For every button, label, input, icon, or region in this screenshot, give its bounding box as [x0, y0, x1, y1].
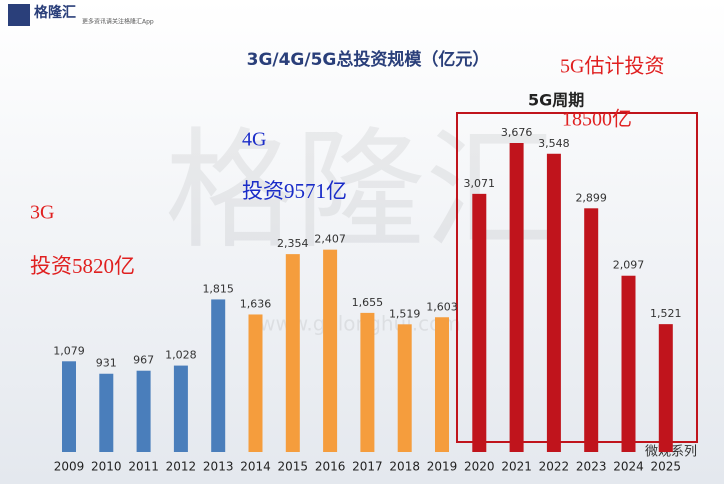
x-tick-label: 2013 — [203, 460, 234, 474]
value-label: 1,603 — [426, 300, 458, 313]
value-label: 1,028 — [165, 349, 197, 362]
bar — [397, 324, 412, 452]
annotation: 18500亿 — [562, 108, 632, 131]
bars: 2009 1,079 2010 931 2011 967 2012 1,028 2013 1,81… — [53, 126, 681, 474]
bar — [211, 299, 226, 452]
bar — [360, 312, 375, 452]
brand: 格隆汇 — [34, 4, 76, 21]
5g-box — [456, 112, 698, 443]
value-label: 931 — [96, 357, 117, 370]
bar — [62, 361, 76, 452]
value-label: 1,521 — [650, 307, 682, 320]
value-label: 2,899 — [575, 191, 607, 204]
value-label: 1,815 — [202, 282, 234, 295]
bar — [509, 143, 524, 452]
watermark: 格隆汇 — [165, 115, 555, 267]
x-tick-label: 2012 — [166, 460, 197, 474]
bar — [99, 373, 114, 452]
x-tick-label: 2009 — [54, 460, 85, 474]
bar — [621, 275, 636, 452]
x-tick-label: 2015 — [278, 460, 309, 474]
x-tick-label: 2021 — [501, 460, 532, 474]
bar — [285, 254, 300, 452]
bar — [323, 249, 338, 452]
x-tick-label: 2018 — [389, 460, 420, 474]
value-label: 2,354 — [277, 237, 309, 250]
bar — [248, 314, 263, 452]
x-tick-label: 2014 — [240, 460, 271, 474]
annotation: 3G — [30, 202, 54, 224]
value-label: 1,655 — [352, 296, 384, 309]
x-tick-label: 2025 — [651, 460, 682, 474]
value-label: 1,079 — [53, 344, 85, 357]
logo-icon — [8, 4, 30, 26]
annotation: 投资9571亿 — [242, 179, 347, 203]
bar — [658, 324, 673, 452]
value-label: 2,407 — [314, 233, 346, 246]
bar — [136, 370, 151, 452]
x-tick-label: 2020 — [464, 460, 495, 474]
value-label: 3,071 — [464, 177, 496, 190]
x-tick-label: 2022 — [539, 460, 570, 474]
x-tick-label: 2023 — [576, 460, 607, 474]
x-tick-label: 2011 — [128, 460, 159, 474]
annotation: 5G周期 — [528, 91, 584, 110]
x-tick-label: 2019 — [427, 460, 458, 474]
bar — [472, 193, 487, 453]
bar — [546, 153, 561, 452]
x-tick-label: 2024 — [613, 460, 644, 474]
x-tick-label: 2010 — [91, 460, 122, 474]
slogan: 更多资讯请关注格隆汇App — [82, 18, 154, 26]
value-label: 2,097 — [613, 259, 645, 272]
value-label: 3,548 — [538, 137, 570, 150]
annotation: 4G — [242, 129, 266, 151]
x-tick-label: 2016 — [315, 460, 346, 474]
value-label: 1,519 — [389, 307, 421, 320]
annotation: 投资5820亿 — [30, 254, 135, 278]
value-label: 967 — [133, 354, 154, 367]
x-tick-label: 2017 — [352, 460, 383, 474]
value-label: 3,676 — [501, 126, 533, 139]
chart-title: 3G/4G/5G总投资规模（亿元） — [247, 49, 490, 70]
value-label: 1,636 — [240, 297, 272, 310]
bar — [584, 208, 599, 452]
bar — [435, 317, 449, 452]
bar — [173, 365, 188, 452]
annotation: 5G估计投资 — [560, 55, 664, 78]
